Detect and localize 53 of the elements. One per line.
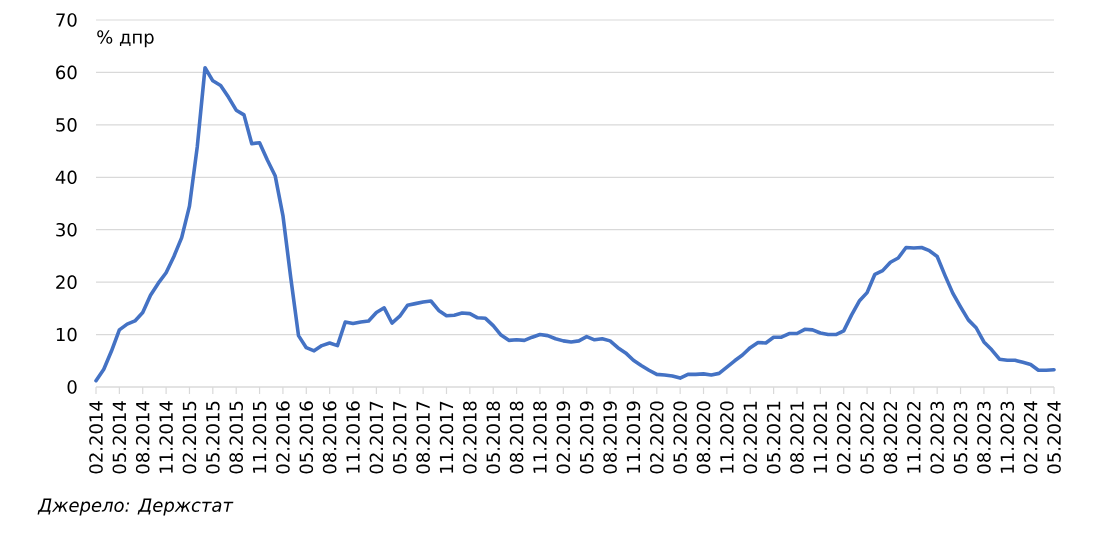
x-tick-label: 11.2022 — [907, 402, 921, 473]
x-tick-label: 11.2020 — [720, 401, 734, 473]
x-tick-label: 05.2014 — [112, 401, 127, 474]
x-tick-label: 05.2024 — [1047, 401, 1061, 474]
x-tick-label: 11.2023 — [1000, 401, 1015, 473]
y-tick-label: 0 — [67, 380, 77, 394]
x-tick-label: 11.2014 — [159, 401, 173, 473]
y-axis-title: % дпр — [97, 30, 154, 48]
x-tick-label: 02.2018 — [463, 401, 477, 474]
y-tick-label: 60 — [56, 65, 77, 80]
x-tick-label: 08.2018 — [509, 401, 524, 474]
x-tick-label: 02.2014 — [89, 401, 103, 474]
x-tick-label: 05.2019 — [579, 401, 594, 474]
x-tick-label: 05.2018 — [486, 401, 501, 474]
x-tick-label: 08.2021 — [790, 401, 804, 474]
line-series — [94, 65, 1056, 383]
text: Джерело: Держстат — [37, 498, 234, 516]
x-tick-label: 08.2019 — [603, 401, 617, 474]
x-tick-label: 11.2018 — [533, 401, 547, 473]
x-tick-label: 05.2023 — [953, 401, 968, 474]
x-tick-label: 08.2020 — [696, 401, 711, 474]
x-tick-label: 05.2020 — [673, 401, 687, 474]
y-tick-label: 10 — [56, 327, 77, 342]
x-tick-label: 05.2016 — [299, 401, 314, 474]
y-tick-label: 40 — [55, 170, 77, 185]
x-tick-label: 08.2014 — [135, 401, 150, 474]
x-tick-label: 05.2017 — [392, 401, 407, 474]
x-tick-label: 02.2020 — [649, 401, 664, 474]
x-tick-label: 11.2016 — [346, 401, 360, 473]
x-tick-label: 08.2023 — [977, 401, 991, 474]
x-tick-label: 02.2017 — [369, 401, 384, 474]
y-tick-label: 70 — [56, 13, 77, 27]
x-tick-label: 11.2021 — [813, 401, 828, 473]
x-tick-label: 11.2015 — [252, 401, 267, 473]
x-tick-label: 02.2022 — [836, 402, 851, 474]
y-tick-label: 30 — [56, 222, 77, 237]
x-tick-label: 08.2017 — [416, 401, 430, 474]
x-tick-label: 05.2021 — [766, 401, 781, 474]
x-tick-label: 05.2022 — [860, 402, 874, 474]
x-tick-label: 02.2016 — [276, 401, 290, 474]
y-tick-label: 50 — [56, 118, 77, 132]
x-tick-label: 02.2015 — [182, 401, 197, 474]
x-tick-label: 05.2015 — [206, 401, 220, 474]
x-tick-label: 08.2015 — [229, 401, 243, 474]
x-tick-label: 02.2019 — [556, 401, 571, 474]
x-tick-label: 08.2022 — [883, 402, 898, 474]
x-tick-label: 02.2024 — [1023, 401, 1038, 474]
y-tick-label: 20 — [56, 275, 77, 289]
x-tick-label: 11.2019 — [626, 401, 641, 473]
x-tick-label: 11.2017 — [439, 401, 454, 473]
x-tick-label: 02.2023 — [930, 401, 944, 474]
x-tick-label: 08.2016 — [322, 401, 337, 474]
x-tick-label: 02.2021 — [743, 401, 758, 474]
